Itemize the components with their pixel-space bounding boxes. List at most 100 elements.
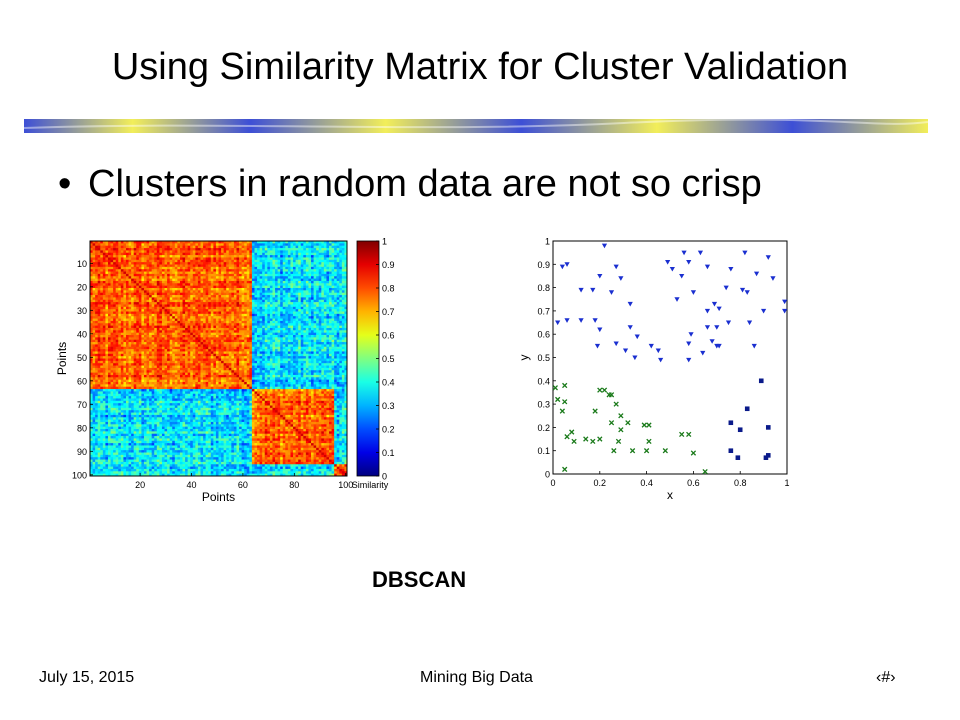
scatter-point-triangle [686,259,692,265]
scatter-point-triangle [711,301,718,307]
scatter-point-triangle [627,325,633,330]
heatmap-x-tick-label: 100 [338,480,353,490]
footer-title: Mining Big Data [420,669,533,686]
scatter-series-1 [552,382,708,475]
scatter-point-triangle [555,320,561,326]
colorbar-tick-label: 0.6 [382,331,395,341]
scatter-point-square [765,453,771,458]
scatter-point-x [611,448,617,454]
heatmap-frame [89,240,348,477]
scatter-point-x [641,422,647,428]
scatter-point-square [744,406,750,412]
scatter-point-x [629,448,636,454]
scatter-point-triangle [751,343,757,349]
heatmap-x-axis-label: Points [202,490,235,504]
scatter-point-triangle [655,348,661,354]
scatter-point-triangle [761,308,767,314]
heatmap-y-tick-label: 100 [72,470,87,480]
colorbar-tick-label: 0.7 [382,307,395,317]
scatter-point-triangle [723,285,729,291]
heatmap-y-tick-label: 80 [77,423,87,433]
heatmap-y-tick-label: 50 [77,353,87,363]
scatter-x-tick-label: 0.4 [640,478,653,488]
scatter-point-triangle [594,343,601,349]
scatter-point-triangle [753,271,760,277]
scatter-point-triangle [648,343,654,349]
scatter-x-tick-label: 0.2 [594,478,607,488]
scatter-point-triangle [742,250,748,256]
footer-page-number: ‹#› [876,669,896,686]
scatter-point-x [608,392,615,398]
scatter-y-axis-label: y [517,355,531,361]
bullet-text: Clusters in random data are not so crisp [88,163,762,205]
heatmap-x-tick-label: 20 [135,480,145,490]
scatter-point-x [562,399,568,405]
footer-date: July 15, 2015 [39,669,135,686]
scatter-point-x [562,382,568,389]
heatmap-y-tick-label: 70 [77,400,87,410]
scatter-point-x [601,387,608,393]
scatter-point-triangle [608,290,615,295]
scatter-point-triangle [697,250,704,256]
scatter-point-triangle [597,327,603,333]
scatter-frame [552,240,788,475]
scatter-point-triangle [618,276,624,281]
figure-caption: DBSCAN [372,567,467,592]
colorbar-label: Similarity [352,480,389,490]
scatter-point-x [583,436,589,442]
heatmap-y-axis-label: Points [55,342,69,375]
scatter-point-square [763,455,769,460]
heatmap-y-tick-label: 60 [77,376,87,386]
heatmap-x-tick-label: 80 [289,480,299,490]
heatmap-y-tick-label: 10 [77,259,87,269]
scatter-point-x [597,436,603,442]
scatter-point-triangle [592,318,598,323]
scatter-y-tick-label: 0.6 [537,330,550,340]
colorbar-tick-label: 0.5 [382,354,395,364]
scatter-point-square [735,455,741,460]
scatter-point-square [758,378,764,384]
scatter-y-tick-label: 0.7 [537,306,550,316]
dbscan-scatter-plot: 0 0.2 0.4 0.6 0.8 1 0 0.1 0.2 0.3 0.4 0.5 0.6 0.7 0.8 0… [517,237,790,503]
scatter-point-triangle [690,290,696,295]
scatter-point-x [618,413,624,419]
colorbar-tick-label: 0.3 [382,401,395,411]
colorbar-tick-label: 0.8 [382,284,395,294]
scatter-point-triangle [679,273,685,279]
colorbar-tick-label: 0.2 [382,425,395,435]
scatter-point-x [564,434,570,440]
scatter-point-triangle [590,287,596,293]
scatter-point-triangle [578,287,584,293]
scatter-point-triangle [744,290,750,295]
scatter-point-x [562,466,568,472]
colorbar-tick-label: 1 [382,237,387,247]
scatter-x-tick-label: 0 [550,478,555,488]
scatter-point-x [646,422,652,428]
scatter-y-tick-label: 0.9 [537,260,550,270]
scatter-y-tick-label: 0.1 [537,446,550,456]
scatter-point-x [613,401,619,407]
scatter-point-x [618,427,624,433]
scatter-point-square [728,420,734,426]
heatmap-y-tick-label: 20 [77,282,87,292]
scatter-point-triangle [704,325,711,330]
scatter-series-0 [555,243,788,363]
scatter-point-triangle [704,308,711,314]
heatmap-cells [90,241,348,477]
scatter-point-x [686,431,692,438]
scatter-point-triangle [613,341,619,347]
scatter-point-triangle [658,357,664,363]
scatter-x-axis-label: x [667,488,673,502]
heatmap-y-tick-label: 90 [77,447,87,457]
colorbar-tick-label: 0 [382,472,387,482]
scatter-point-triangle [716,306,722,312]
scatter-point-x [679,431,685,438]
heatmap-y-tick-label: 40 [77,329,87,339]
scatter-point-x [643,448,650,454]
scatter-point-triangle [770,276,776,281]
scatter-point-triangle [728,266,734,272]
scatter-point-triangle [601,243,608,249]
heatmap-x-tick-label: 40 [187,480,197,490]
scatter-point-triangle [613,264,619,270]
